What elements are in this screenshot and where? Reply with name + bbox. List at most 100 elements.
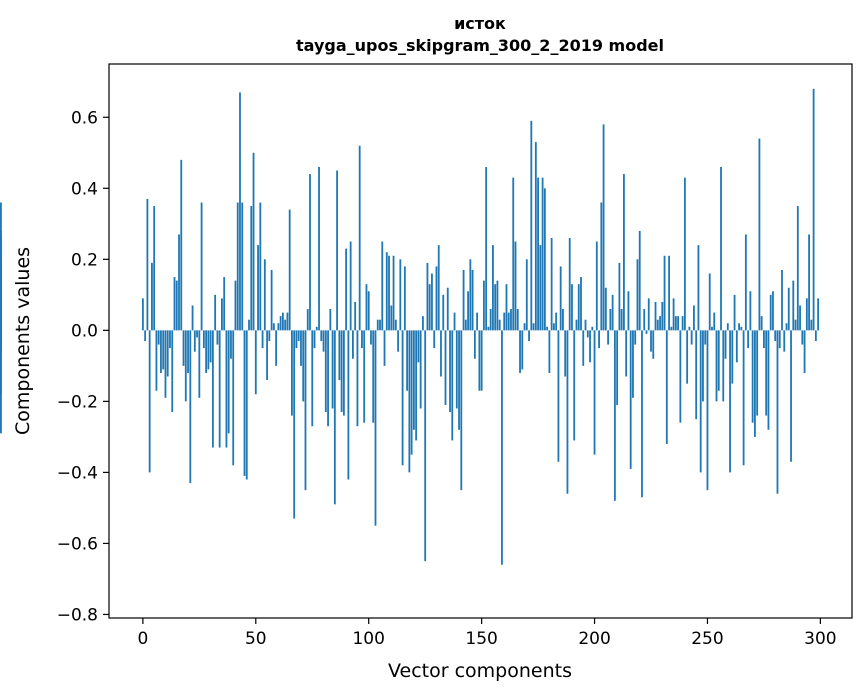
bar	[611, 294, 614, 331]
bar	[268, 330, 271, 341]
bar	[674, 316, 677, 331]
bar	[151, 262, 153, 331]
bar	[300, 330, 302, 366]
bar	[200, 202, 203, 331]
bar	[805, 298, 808, 331]
bar	[670, 326, 673, 331]
bar	[783, 330, 786, 352]
bar	[245, 330, 248, 480]
bar	[437, 245, 440, 331]
bar	[446, 287, 449, 331]
bar	[541, 177, 544, 331]
bar	[704, 330, 707, 345]
bar	[720, 166, 722, 331]
bar	[370, 330, 372, 345]
bar	[295, 330, 298, 349]
bar	[702, 330, 704, 402]
bar	[327, 330, 329, 427]
chart-subtitle: tayga_upos_skipgram_300_2_2019 model	[296, 36, 664, 55]
bar	[313, 330, 316, 349]
bar	[162, 330, 165, 370]
bar	[794, 319, 797, 331]
bar	[444, 330, 447, 405]
bar	[496, 280, 499, 331]
bar	[476, 312, 479, 331]
bar	[329, 309, 332, 331]
bar	[661, 301, 664, 331]
bar	[733, 294, 736, 331]
bar	[175, 280, 178, 331]
bar	[257, 245, 259, 331]
bar	[207, 330, 210, 370]
bar	[318, 166, 320, 331]
bar	[697, 245, 700, 331]
bar	[677, 316, 680, 331]
bar	[347, 330, 350, 480]
bar	[403, 266, 406, 331]
bar	[575, 319, 578, 331]
bar	[625, 330, 628, 377]
y-tick-label: 0.0	[71, 321, 98, 341]
bar	[241, 202, 244, 331]
bar	[514, 241, 517, 331]
bar	[659, 316, 661, 331]
bar	[686, 330, 689, 384]
bar	[665, 330, 668, 444]
bar	[180, 159, 183, 331]
bar	[252, 152, 255, 331]
bar	[361, 330, 363, 349]
bar	[349, 241, 352, 331]
bar	[521, 330, 524, 370]
bar	[458, 330, 460, 430]
bar	[623, 174, 625, 331]
bar	[399, 259, 402, 331]
bar	[717, 330, 720, 391]
x-axis-ticks: 0 50 100 150 200 250 300	[137, 618, 837, 649]
bar	[693, 305, 695, 331]
bar	[480, 330, 483, 391]
bar	[785, 323, 788, 331]
bar	[455, 330, 458, 409]
bar	[747, 330, 750, 349]
bar	[146, 198, 149, 331]
bar	[781, 269, 783, 331]
bar	[293, 330, 296, 519]
bar	[291, 330, 293, 416]
bar	[379, 319, 381, 331]
bar	[688, 326, 691, 331]
bar	[735, 330, 738, 363]
bar	[331, 330, 334, 409]
bar	[216, 330, 219, 345]
bar	[412, 330, 415, 430]
bar	[0, 330, 2, 395]
x-tick-label: 150	[465, 629, 497, 649]
bar	[765, 330, 768, 416]
bar	[153, 206, 156, 331]
bar	[394, 319, 397, 331]
bar	[512, 177, 515, 331]
bar	[763, 330, 765, 349]
bar	[679, 330, 682, 423]
bar	[645, 330, 648, 334]
bar	[767, 330, 770, 430]
bar	[144, 330, 147, 341]
bar	[306, 309, 309, 331]
bar	[539, 245, 542, 331]
bar	[157, 330, 160, 345]
x-tick-label: 100	[352, 629, 384, 649]
bar	[559, 266, 562, 331]
bar	[184, 330, 187, 402]
bar	[304, 330, 307, 491]
bar	[218, 330, 221, 448]
x-tick-label: 300	[804, 629, 836, 649]
bar	[729, 330, 731, 473]
bar	[297, 330, 300, 341]
bar	[663, 255, 666, 331]
bar	[424, 330, 427, 562]
y-tick-label: −0.8	[57, 605, 98, 625]
bar	[672, 298, 675, 331]
x-tick-label: 0	[137, 629, 148, 649]
bar	[164, 330, 167, 398]
bar	[182, 330, 185, 366]
bar	[656, 319, 659, 331]
